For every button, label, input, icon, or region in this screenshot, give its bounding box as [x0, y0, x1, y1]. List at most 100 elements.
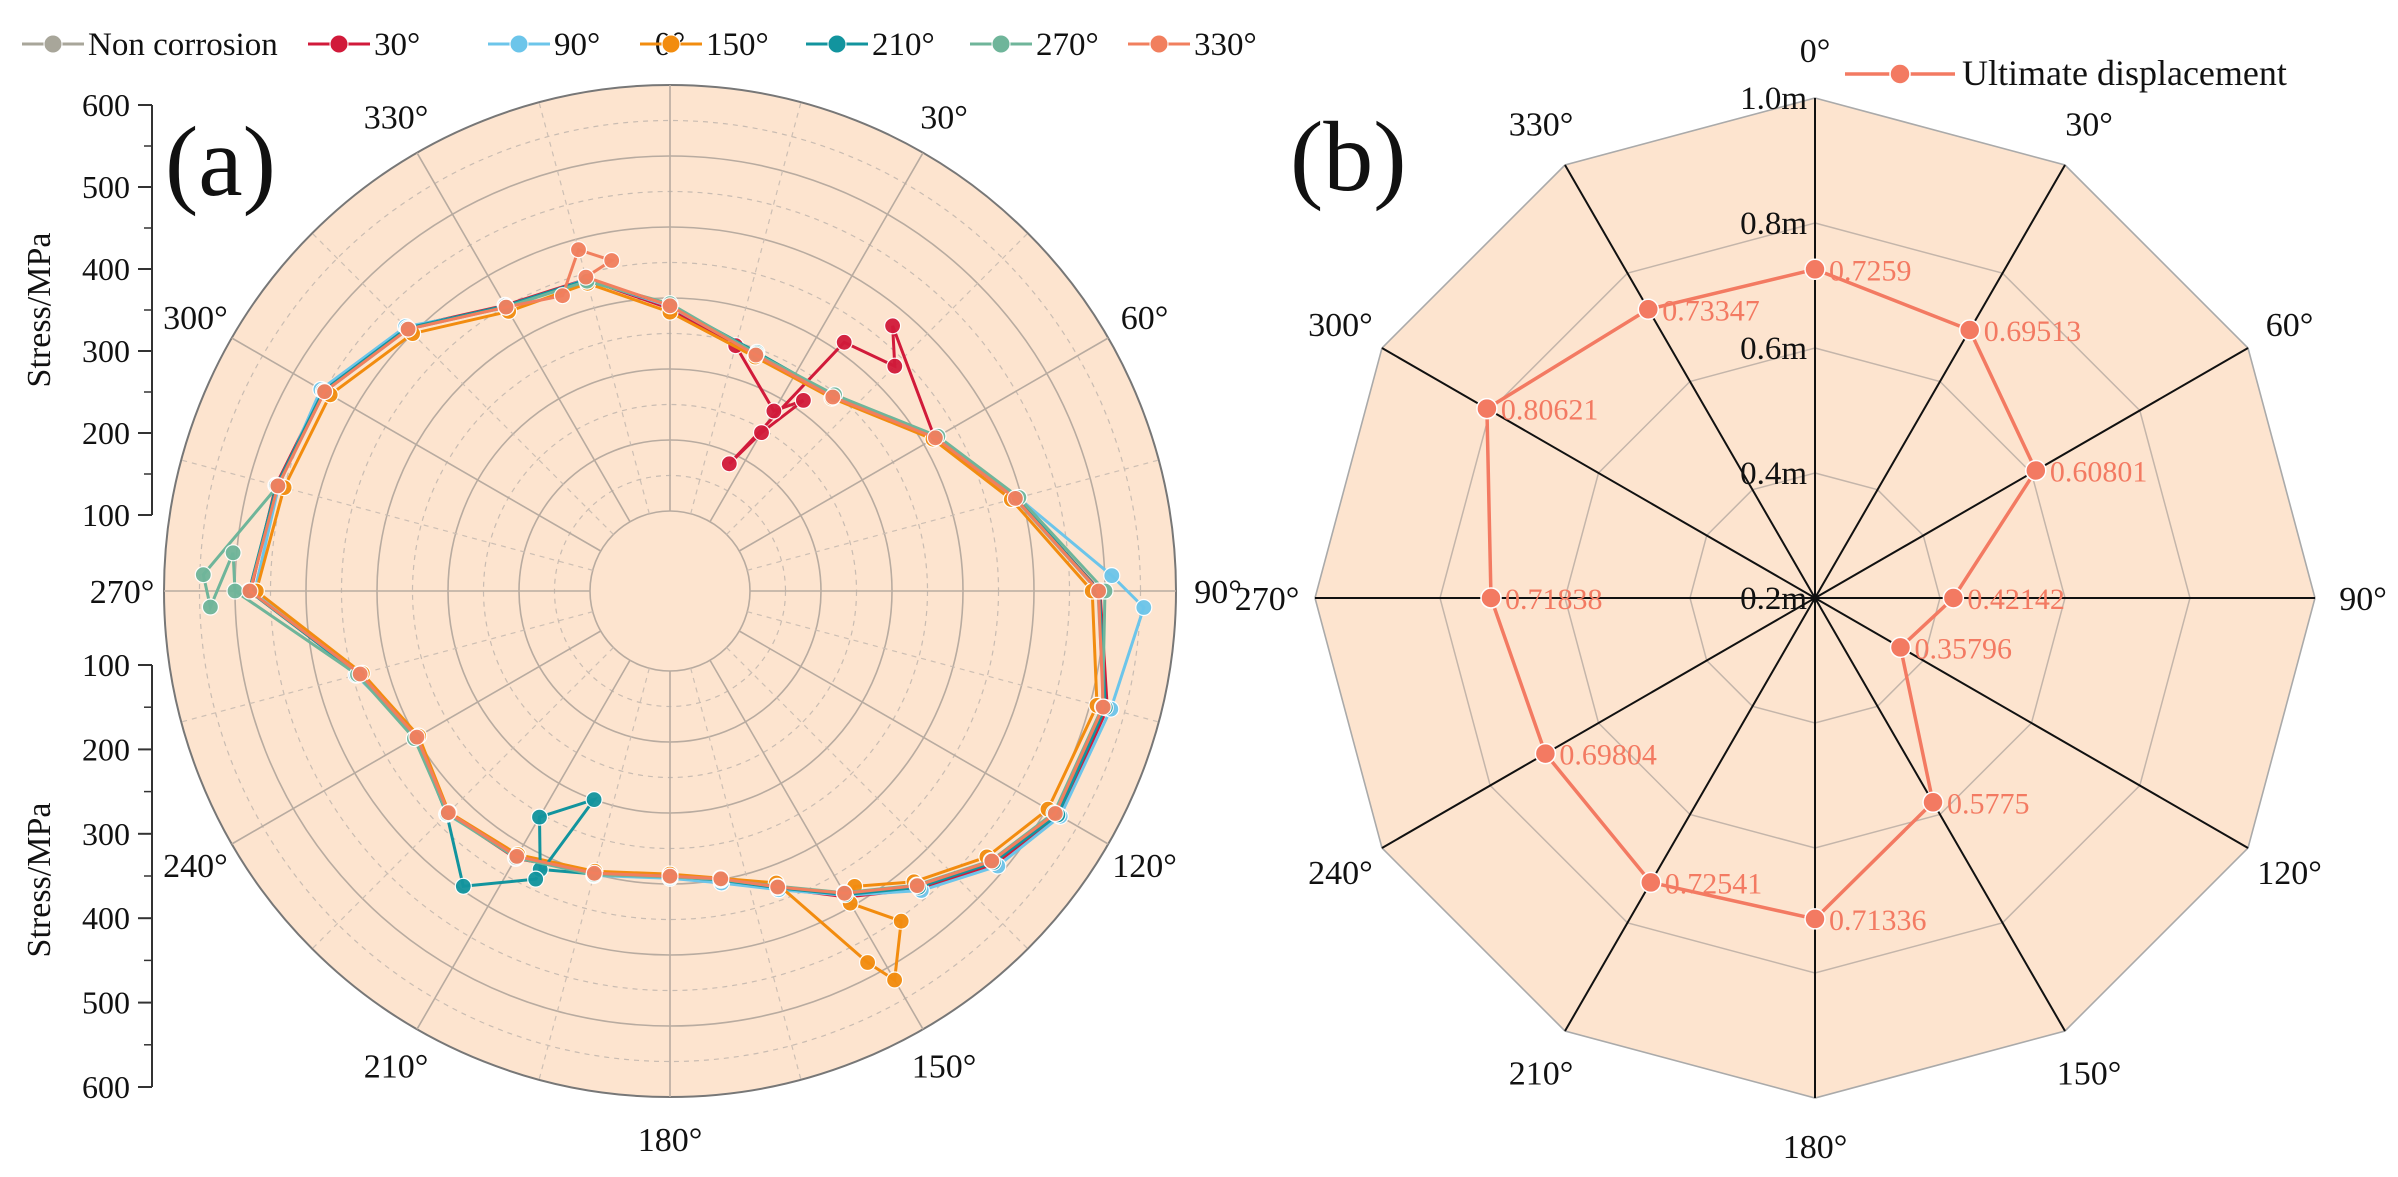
panel-a-angle-tick-label: 330° — [364, 99, 429, 136]
panel-a-angle-tick-label: 60° — [1121, 300, 1169, 337]
series-point-6 — [603, 251, 621, 270]
series-point-6 — [399, 320, 417, 338]
panel-a-major-spoke — [709, 659, 924, 1030]
series-point-4 — [454, 877, 472, 895]
series-point-6 — [1046, 804, 1064, 823]
legend-swatch-marker — [991, 34, 1011, 54]
panel-b-data-point — [1804, 908, 1826, 930]
series-point-4 — [527, 870, 545, 888]
panel-b-spoke — [1381, 347, 1816, 599]
panel-b-angle-tick-label: 90° — [2339, 581, 2387, 618]
series-point-2 — [1103, 566, 1121, 585]
panel-b-r-tick-label: 0.8m — [1740, 206, 1807, 242]
legend-swatch-marker — [509, 34, 529, 54]
panel-b-group: 0.2m 0.4m 0.6m 0.8m 1.0m 0° 30° 60° 90° 120° 150° 1… — [1235, 33, 2387, 1166]
series-point-3 — [885, 971, 904, 989]
series-point-6 — [241, 582, 259, 600]
panel-a-minor-spoke — [181, 459, 593, 571]
series-point-4 — [530, 808, 549, 826]
series-point-6 — [661, 867, 679, 885]
legend-label: Non corrosion — [88, 27, 278, 63]
panel-b-angle-tick-label: 270° — [1235, 581, 1300, 618]
panel-b-data-label: 0.60801 — [2050, 455, 2148, 488]
legend-label: 150° — [706, 27, 769, 63]
panel-b-data-point — [2025, 459, 2047, 482]
series-point-6 — [908, 876, 926, 895]
panel-b-data-label: 0.35796 — [1914, 632, 2012, 665]
series-point-6 — [747, 346, 765, 364]
panel-a-lower-tick-label: 600 — [82, 1069, 130, 1105]
legend-panel-a: Non corrosion 30° 90° 150° 210° 270° 330° — [22, 27, 1257, 63]
legend-label: 210° — [872, 27, 935, 63]
panel-b-data-point — [1480, 587, 1502, 609]
panel-a-angle-tick-label: 300° — [163, 300, 228, 337]
panel-b-data-point — [1889, 636, 1912, 659]
panel-b-angle-tick-label: 30° — [2065, 106, 2113, 143]
panel-b-r-tick-label: 1.0m — [1740, 81, 1807, 117]
panel-a-lower-tick-label: 500 — [82, 985, 130, 1021]
panel-b-r-tick-label: 0.6m — [1740, 331, 1807, 367]
series-point-6 — [316, 383, 334, 401]
legend-label: 270° — [1036, 27, 1099, 63]
panel-a-lower-tick-label: 100 — [82, 647, 130, 683]
panel-a-upper-tick-label: 600 — [82, 87, 130, 123]
panel-a-label: (a) — [165, 106, 276, 217]
series-point-3 — [858, 953, 877, 972]
panel-a-angle-tick-label: 90° — [1194, 574, 1242, 611]
panel-a-lower-tick-label: 200 — [82, 731, 130, 767]
panel-b-spoke — [1564, 597, 1816, 1032]
panel-b-angle-tick-label: 120° — [2257, 855, 2322, 892]
series-point-6 — [835, 884, 854, 902]
panel-b-data-point — [1637, 298, 1660, 321]
series-point-6 — [1089, 582, 1108, 600]
series-point-5 — [201, 598, 219, 616]
legend-label: 30° — [374, 27, 420, 63]
series-point-1 — [835, 333, 853, 351]
series-point-6 — [1006, 489, 1025, 507]
panel-b-angle-tick-label: 150° — [2057, 1056, 2122, 1093]
panel-b-spoke — [1564, 164, 1816, 599]
panel-b-data-point — [1922, 791, 1944, 814]
panel-a-upper-tick-label: 500 — [82, 169, 130, 205]
panel-b-legend-label: Ultimate displacement — [1962, 53, 2287, 93]
panel-a-angle-tick-label: 180° — [638, 1122, 703, 1159]
panel-b-data-label: 0.69513 — [1984, 315, 2081, 348]
panel-a-major-spoke — [416, 152, 631, 523]
panel-b-data-label: 0.71838 — [1505, 583, 1603, 616]
series-point-1 — [752, 424, 771, 442]
series-point-6 — [269, 477, 287, 495]
panel-a-lower-tick-label: 300 — [82, 816, 130, 852]
panel-a-angle-tick-label: 240° — [163, 848, 228, 885]
panel-b-spoke — [1814, 164, 2066, 599]
panel-b-spoke — [1814, 597, 2249, 849]
panel-a-lower-tick-label: 400 — [82, 900, 130, 936]
panel-a-upper-tick-label: 100 — [82, 497, 130, 533]
panel-b-data-point — [1476, 397, 1498, 420]
panel-a-minor-spoke — [311, 647, 614, 950]
panel-b-data-label: 0.5775 — [1947, 787, 2030, 820]
legend-swatch-marker — [1149, 34, 1169, 54]
panel-a-upper-tick-label: 400 — [82, 251, 130, 287]
series-point-5 — [194, 566, 212, 584]
panel-a-minor-spoke — [538, 102, 650, 514]
panel-a-major-spoke — [416, 659, 631, 1030]
panel-b-angle-tick-label: 60° — [2266, 307, 2314, 344]
panel-b-data-point — [1640, 871, 1662, 894]
panel-a-upper-tick-label: 300 — [82, 333, 130, 369]
panel-b-data-point — [1942, 587, 1965, 609]
panel-a-minor-spoke — [690, 668, 802, 1080]
panel-a-lower-y-label: Stress/MPa — [21, 803, 58, 958]
panel-a-minor-spoke — [726, 232, 1029, 535]
series-point-6 — [508, 847, 526, 866]
legend-swatch-marker — [329, 34, 349, 54]
panel-a-minor-spoke — [747, 459, 1159, 571]
panel-b-angle-tick-label: 300° — [1308, 307, 1373, 344]
legend-swatch-marker — [827, 34, 847, 54]
panel-b-spoke — [1814, 597, 2066, 1032]
legend-swatch-marker — [43, 34, 63, 54]
series-point-6 — [439, 804, 457, 822]
panel-a-angle-tick-label: 210° — [364, 1049, 429, 1086]
series-point-6 — [661, 297, 679, 315]
